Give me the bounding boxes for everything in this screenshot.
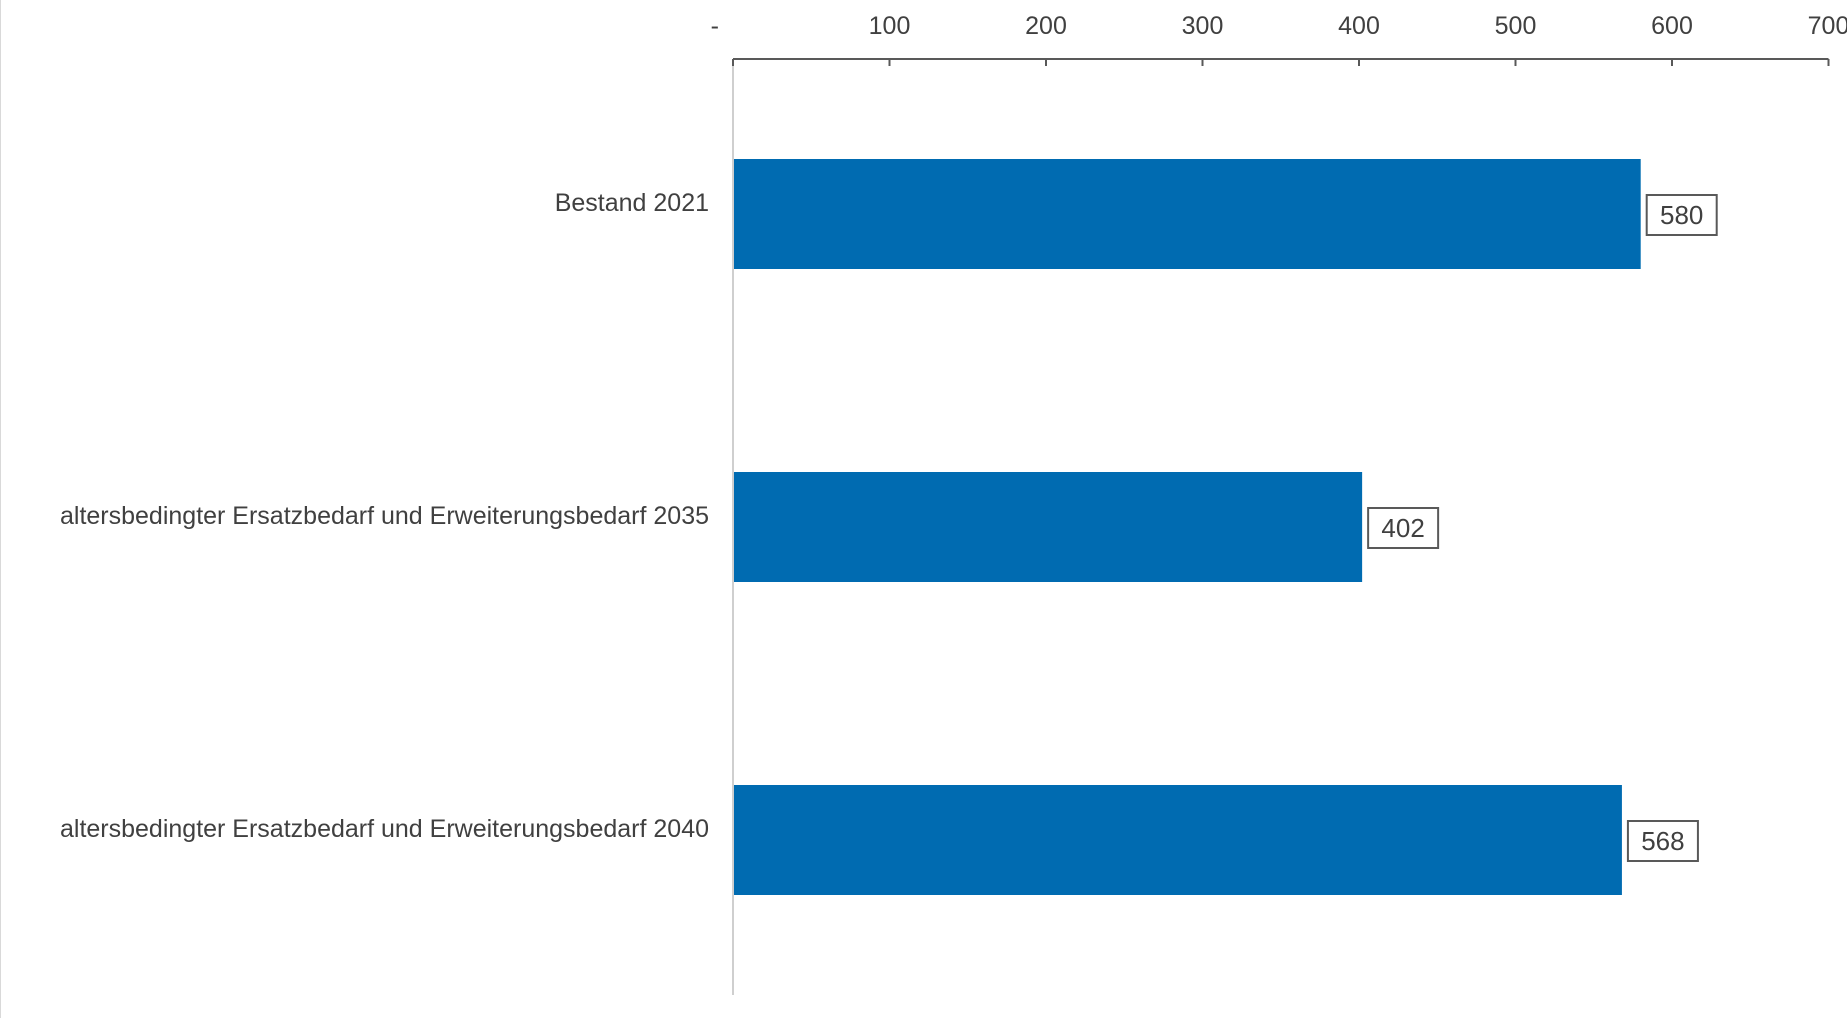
x-tick-label: 500 <box>1495 12 1537 40</box>
data-label-box <box>1626 820 1699 862</box>
category-label: altersbedingter Ersatzbedarf und Erweite… <box>60 502 709 530</box>
x-tick-label: 300 <box>1182 12 1224 40</box>
bar <box>734 472 1363 582</box>
x-axis: - 100 200 300 400 500 600 700 <box>711 12 1847 995</box>
frame-border <box>0 0 1 1018</box>
bars <box>734 159 1641 895</box>
x-tick-label: 600 <box>1651 12 1693 40</box>
data-label: 402 <box>1381 513 1424 543</box>
data-label-box <box>1367 507 1440 549</box>
x-tick-label: 100 <box>869 12 911 40</box>
x-tick-label: 200 <box>1025 12 1067 40</box>
x-tick-label: - <box>711 12 719 40</box>
data-label: 580 <box>1660 200 1703 230</box>
category-label: altersbedingter Ersatzbedarf und Erweite… <box>60 815 709 843</box>
bar <box>734 785 1622 895</box>
data-label: 568 <box>1641 826 1684 856</box>
data-labels: 580 402 568 <box>1367 194 1718 862</box>
bar <box>734 159 1641 269</box>
category-labels: Bestand 2021 altersbedingter Ersatzbedarf… <box>60 189 709 843</box>
category-label: Bestand 2021 <box>555 189 709 217</box>
x-tick-label: 400 <box>1338 12 1380 40</box>
data-label-box <box>1645 194 1718 236</box>
x-tick-label: 700 <box>1808 12 1847 40</box>
